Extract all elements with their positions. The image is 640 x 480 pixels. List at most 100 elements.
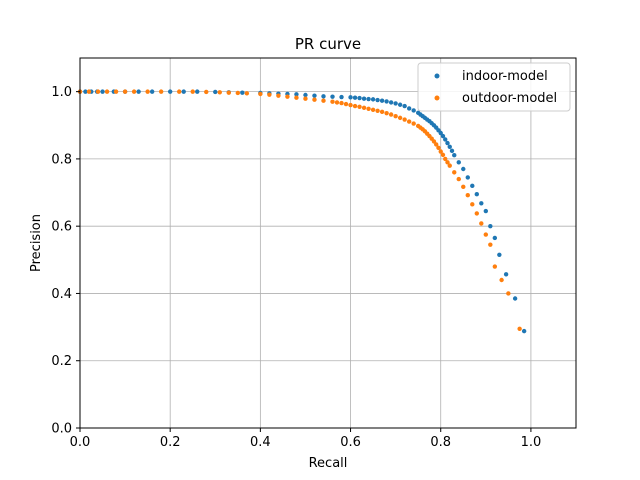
data-point	[438, 130, 443, 136]
data-point	[375, 108, 380, 114]
data-point	[521, 328, 527, 334]
data-point	[83, 89, 88, 94]
data-point	[443, 156, 448, 162]
legend-label-outdoor: outdoor-model	[462, 91, 557, 106]
data-point	[294, 95, 299, 100]
data-point	[312, 93, 317, 98]
y-axis-label: Precision	[29, 214, 44, 272]
data-point	[483, 232, 489, 237]
data-points	[77, 89, 527, 334]
data-point	[447, 144, 452, 149]
data-point	[434, 142, 439, 147]
data-point	[445, 160, 450, 165]
data-point	[452, 170, 457, 175]
data-point	[213, 89, 218, 95]
data-point	[267, 92, 272, 97]
data-point	[443, 137, 448, 142]
data-point	[370, 107, 376, 113]
data-point	[195, 89, 200, 94]
x-tick-label: 0.2	[160, 435, 181, 450]
data-point	[352, 103, 358, 109]
data-point	[86, 89, 92, 94]
x-tick-label: 0.0	[70, 435, 91, 450]
x-tick-label: 0.6	[340, 435, 361, 450]
data-point	[339, 100, 344, 106]
legend-marker-outdoor	[434, 95, 440, 101]
data-point	[512, 296, 518, 301]
data-point	[294, 92, 299, 97]
grid	[79, 58, 576, 429]
data-point	[402, 103, 407, 109]
data-point	[449, 148, 455, 154]
axis-ticks: 0.0 0.2 0.4 0.6 0.8 1.0 0.0 0.2 0.4 0.6 0.8 1.0	[51, 85, 541, 450]
data-point	[456, 176, 461, 182]
data-point	[330, 99, 335, 104]
data-point	[388, 100, 394, 105]
x-tick-label: 0.8	[430, 435, 451, 450]
data-point	[479, 221, 484, 226]
data-point	[465, 175, 470, 180]
data-point	[285, 94, 290, 99]
data-point	[440, 133, 446, 139]
data-point	[483, 208, 489, 214]
data-point	[517, 326, 522, 331]
data-point	[312, 97, 317, 102]
data-point	[402, 117, 407, 122]
y-tick-label: 1.0	[51, 85, 72, 100]
data-point	[440, 152, 446, 158]
data-point	[330, 94, 335, 99]
data-point	[357, 104, 362, 109]
data-point	[474, 192, 479, 197]
legend-box	[417, 62, 571, 112]
data-point	[406, 119, 412, 124]
data-point	[235, 90, 241, 96]
data-point	[492, 264, 498, 269]
data-point	[384, 99, 389, 104]
data-point	[397, 102, 403, 107]
data-point	[348, 95, 353, 100]
legend-marker-indoor	[434, 73, 440, 79]
data-point	[357, 95, 362, 101]
series-outdoor-model	[77, 89, 522, 331]
data-point	[388, 112, 394, 117]
data-point	[452, 153, 457, 158]
data-point	[465, 193, 470, 198]
data-point	[470, 183, 475, 189]
data-point	[474, 211, 479, 216]
data-point	[158, 89, 164, 94]
data-point	[177, 89, 182, 94]
data-point	[361, 105, 367, 110]
y-tick-label: 0.6	[51, 220, 72, 235]
data-point	[366, 96, 371, 102]
legend-label-indoor: indoor-model	[462, 69, 548, 84]
data-point	[100, 89, 105, 94]
data-point	[411, 108, 416, 113]
data-point	[393, 101, 398, 106]
data-point	[167, 89, 173, 94]
data-point	[406, 106, 412, 111]
data-point	[343, 101, 349, 107]
data-point	[303, 96, 308, 101]
data-point	[226, 90, 231, 95]
data-point	[461, 184, 466, 190]
data-point	[348, 102, 353, 108]
data-point	[240, 90, 245, 95]
y-tick-label: 0.8	[51, 152, 72, 167]
data-point	[456, 160, 461, 165]
legend: indoor-model outdoor-model	[417, 62, 571, 112]
data-point	[431, 139, 437, 144]
data-point	[436, 145, 441, 151]
data-point	[339, 94, 344, 100]
data-point	[258, 91, 263, 97]
data-point	[190, 89, 195, 94]
data-point	[366, 106, 371, 111]
x-tick-label: 1.0	[521, 435, 542, 450]
data-point	[244, 91, 250, 96]
y-tick-label: 0.4	[51, 287, 72, 302]
data-point	[411, 121, 416, 126]
data-point	[95, 89, 101, 94]
data-point	[461, 166, 466, 172]
data-point	[321, 94, 326, 99]
